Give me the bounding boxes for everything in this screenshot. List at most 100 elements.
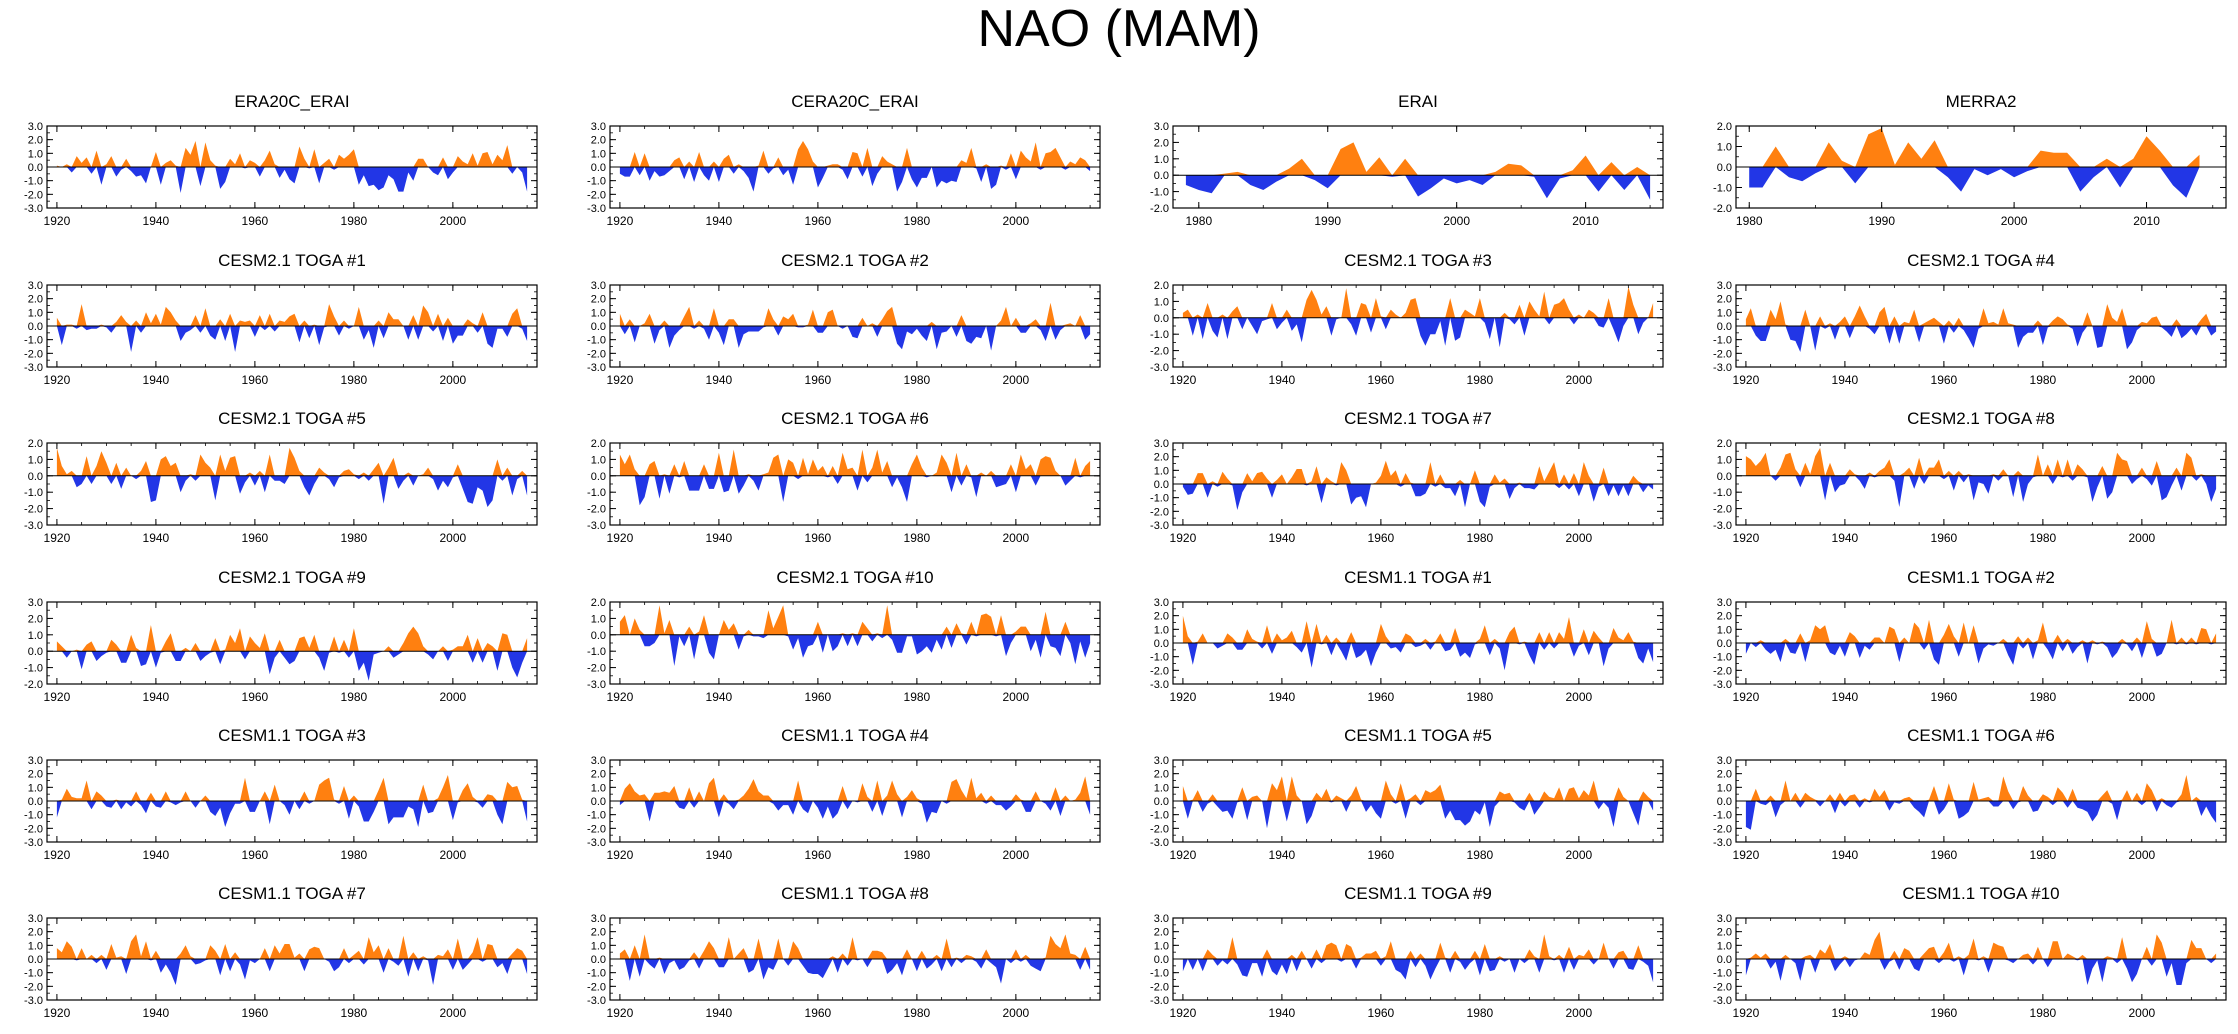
negative-area [1185,175,1651,200]
positive-area [56,934,528,959]
y-tick-label: 1.0 [591,940,606,952]
x-tick-label: 1920 [1733,373,1760,387]
y-tick-label: -2.0 [1713,348,1732,360]
y-tick-label: 0.0 [591,954,606,966]
x-tick-label: 1920 [1733,848,1760,862]
x-tick-label: 1960 [805,690,832,704]
x-tick-label: 2000 [1003,1006,1030,1020]
y-tick-label: -1.0 [24,663,43,675]
y-tick-label: -2.0 [24,981,43,993]
y-tick-label: -3.0 [587,995,606,1007]
positive-area [619,776,1091,801]
negative-area [619,801,1091,823]
y-tick-label: 3.0 [28,755,43,767]
y-tick-label: -1.0 [1713,652,1732,664]
x-tick-label: 2000 [2129,690,2156,704]
panel-title: CESM2.1 TOGA #6 [781,409,929,428]
y-tick-label: -2.0 [587,504,606,516]
y-tick-label: -2.0 [1150,506,1169,518]
x-tick-label: 2000 [1566,848,1593,862]
negative-area [1745,326,2217,352]
y-tick-label: -1.0 [24,335,43,347]
y-tick-label: 0.0 [1717,638,1732,650]
negative-area [56,801,528,827]
negative-area [1182,317,1654,348]
panel-title: CESM1.1 TOGA #7 [218,884,366,903]
panel-10: CESM2.1 TOGA #6 2.0 1.0 0.0 -1.0 -2.0 -3.01920… [587,409,1101,545]
x-tick-label: 1920 [607,1006,634,1020]
x-tick-label: 1940 [706,848,733,862]
y-tick-label: 0.0 [28,162,43,174]
y-tick-label: 0.0 [1154,170,1169,182]
y-tick-label: 1.0 [1717,307,1732,319]
x-tick-label: 2000 [1443,214,1470,228]
x-tick-label: 1940 [1832,1006,1859,1020]
y-tick-label: -3.0 [24,362,43,374]
x-tick-label: 1940 [143,373,170,387]
x-tick-label: 2000 [1003,848,1030,862]
x-tick-label: 1940 [143,690,170,704]
y-tick-label: 1.0 [28,454,43,466]
x-tick-label: 1980 [1736,214,1763,228]
panel-5: CESM2.1 TOGA #13.02.01.00.0-1.0-2.0-3.01… [24,251,538,387]
y-tick-label: -1.0 [587,487,606,499]
negative-area [1745,643,2217,665]
y-tick-label: 0.0 [591,796,606,808]
x-tick-label: 1920 [44,373,71,387]
y-tick-label: 3.0 [28,597,43,609]
negative-area [56,475,528,507]
positive-area [1182,286,1654,318]
panel-24: CESM1.1 TOGA #10 3.0 2.01.0 0.0 -1.0-2.0 -3.0… [1713,884,2227,1020]
y-tick-label: -3.0 [587,362,606,374]
y-tick-label: 2.0 [28,135,43,147]
negative-area [1745,959,2217,985]
panel-title: CESM2.1 TOGA #2 [781,251,929,270]
y-tick-label: 2.0 [28,769,43,781]
x-tick-label: 1920 [607,214,634,228]
y-tick-label: -3.0 [1150,362,1169,374]
panel-title: CESM1.1 TOGA #6 [1907,726,2055,745]
y-tick-label: 3.0 [1154,121,1169,133]
y-tick-label: 0.0 [1154,313,1169,325]
x-tick-label: 1940 [1269,848,1296,862]
positive-area [1182,460,1654,484]
x-tick-label: 1940 [706,531,733,545]
negative-area [1745,801,2217,830]
y-tick-label: 2.0 [591,135,606,147]
x-tick-label: 1920 [607,848,634,862]
y-tick-label: -2.0 [24,189,43,201]
x-tick-label: 1920 [607,531,634,545]
x-tick-label: 2000 [2129,531,2156,545]
y-tick-label: -1.0 [1713,968,1732,980]
y-tick-label: 2.0 [1154,280,1169,292]
x-tick-label: 1960 [1931,373,1958,387]
y-tick-label: 2.0 [1717,611,1732,623]
y-tick-label: -1.0 [587,335,606,347]
panel-title: CERA20C_ERAI [791,92,919,111]
negative-area [619,326,1091,351]
y-tick-label: -2.0 [24,504,43,516]
y-tick-label: -3.0 [1713,679,1732,691]
x-tick-label: 1940 [706,373,733,387]
x-tick-label: 2000 [1566,531,1593,545]
panel-title: CESM2.1 TOGA #3 [1344,251,1492,270]
panel-title: CESM2.1 TOGA #4 [1907,251,2055,270]
panel-20: CESM1.1 TOGA #63.02.01.00.0-1.0-2.0-3.01… [1713,726,2227,862]
panel-title: CESM1.1 TOGA #5 [1344,726,1492,745]
x-tick-label: 1960 [1931,1006,1958,1020]
x-tick-label: 2010 [1572,214,1599,228]
y-tick-label: 2.0 [591,438,606,450]
x-tick-label: 2000 [1003,214,1030,228]
positive-area [619,141,1091,167]
x-tick-label: 2000 [1003,373,1030,387]
x-tick-label: 1980 [2030,848,2057,862]
y-tick-label: -3.0 [24,520,43,532]
y-tick-label: -2.0 [1713,981,1732,993]
y-tick-label: -2.0 [1150,665,1169,677]
y-tick-label: 0.0 [591,471,606,483]
x-tick-label: 1960 [805,1006,832,1020]
x-tick-label: 1960 [1368,1006,1395,1020]
positive-area [619,449,1091,476]
